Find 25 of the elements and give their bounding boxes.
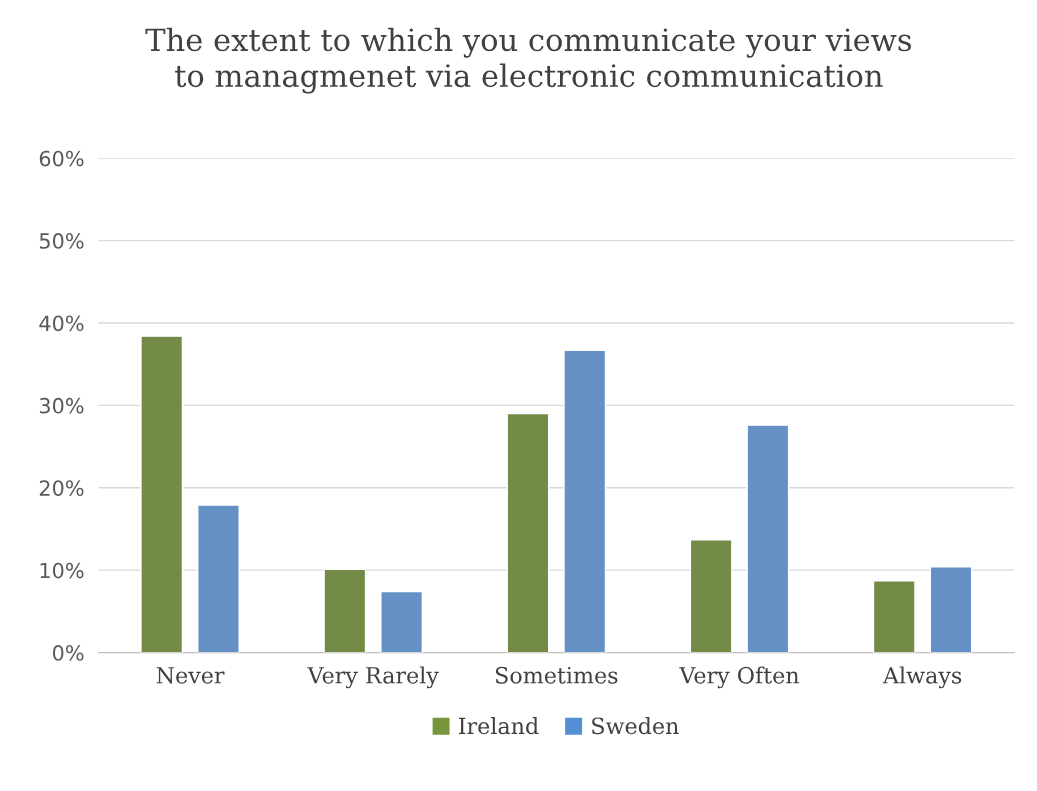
bar [689,538,733,653]
bar [872,580,916,653]
x-tick-label: Very Often [679,666,799,689]
legend-label: Sweden [592,717,679,735]
chart-title: The extent to which you communicate your views to managmenet via electronic communication [145,27,911,94]
y-tick-label: 40% [39,315,84,332]
y-tick-label: 20% [39,480,84,496]
bar [929,566,973,653]
y-tick-label: 50% [39,233,84,249]
x-tick-label: Sometimes [495,666,618,684]
bar [746,424,790,653]
bar [380,590,424,653]
y-tick-label: 30% [39,397,84,414]
bar [140,335,184,653]
bar [563,349,607,653]
y-tick-label: 10% [40,562,84,579]
legend-label: Ireland [458,717,539,735]
bar [506,412,550,653]
bar [197,504,240,653]
x-tick-label: Never [156,667,225,684]
x-tick-label: Very Rarely [307,666,439,689]
x-tick-label: Always [882,666,962,689]
y-tick-label: 0% [52,645,84,661]
bar [323,568,367,653]
y-tick-label: 60% [39,150,84,167]
